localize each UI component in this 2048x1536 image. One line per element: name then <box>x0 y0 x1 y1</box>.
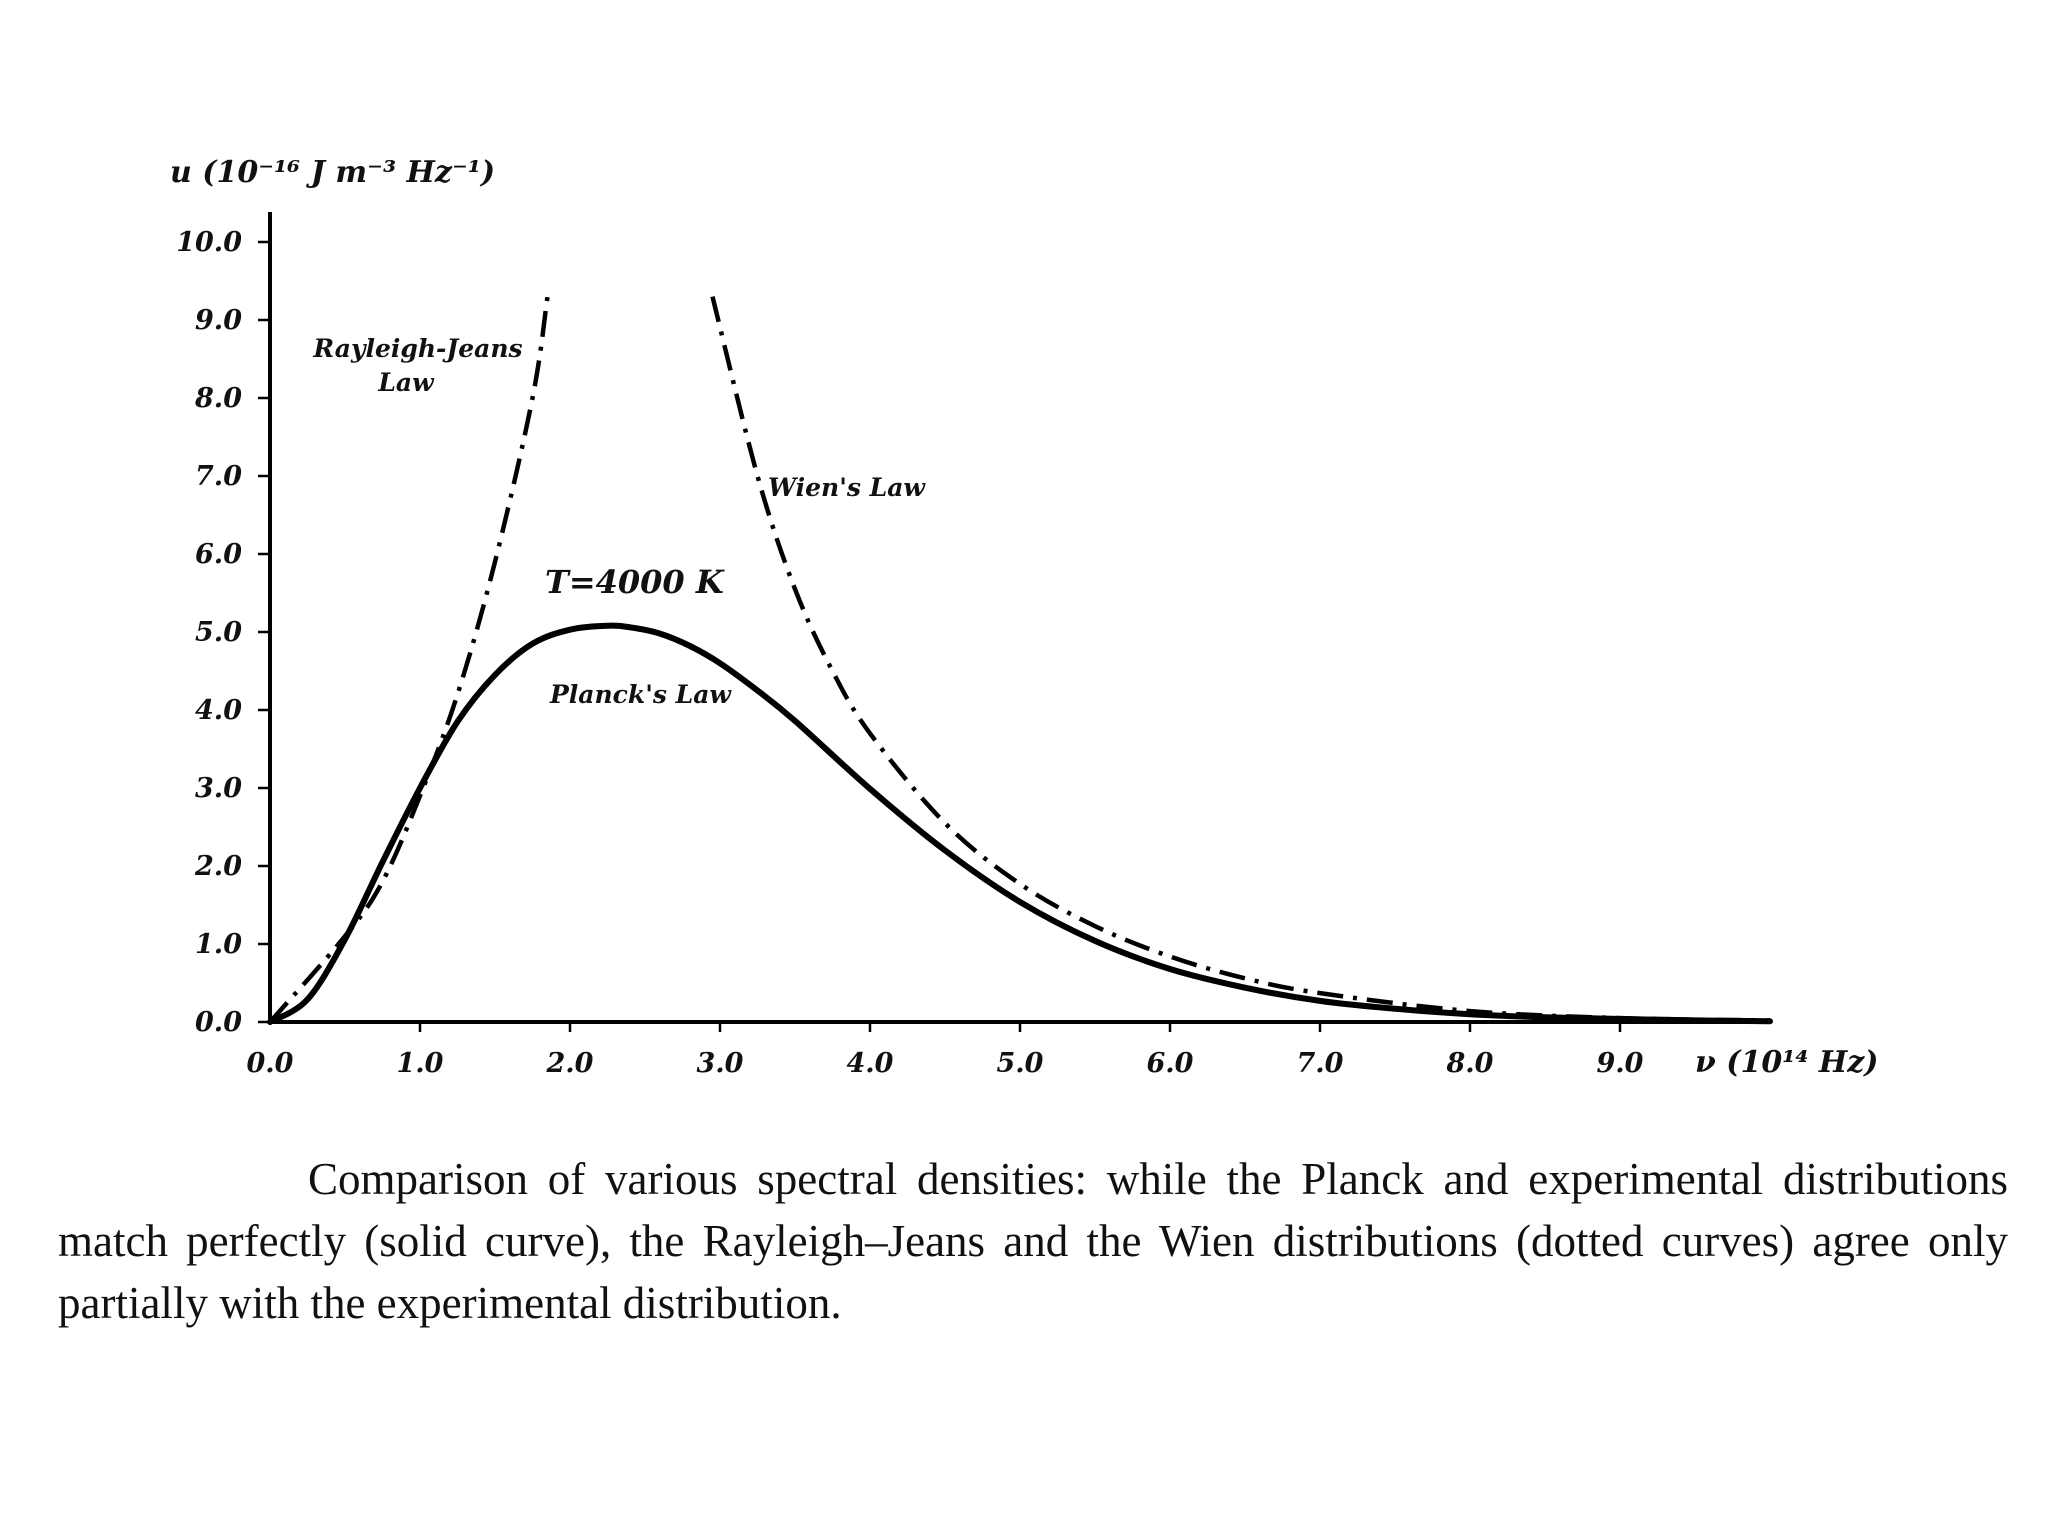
y-tick-label: 10.0 <box>176 227 242 258</box>
figure-caption: Comparison of various spectral densities… <box>58 1148 2008 1334</box>
planck-label: Planck's Law <box>549 680 732 709</box>
wien-label: Wien's Law <box>768 473 926 502</box>
x-tick-label: 7.0 <box>1297 1048 1344 1079</box>
y-tick-label: 3.0 <box>195 773 242 804</box>
y-tick-label: 2.0 <box>194 851 242 882</box>
y-tick-label: 9.0 <box>195 305 242 336</box>
x-tick-label: 9.0 <box>1597 1048 1644 1079</box>
y-tick-label: 5.0 <box>195 617 242 648</box>
rayleigh-jeans-law-curve <box>270 297 548 1022</box>
spectral-density-chart: u (10⁻¹⁶ J m⁻³ Hz⁻¹) ν (10¹⁴ Hz) 0.0 1.0 2… <box>0 0 2048 1140</box>
y-tick-label: 4.0 <box>195 695 242 726</box>
y-axis-title: u (10⁻¹⁶ J m⁻³ Hz⁻¹) <box>170 155 495 190</box>
y-tick-label: 8.0 <box>194 383 242 414</box>
x-axis-title: ν (10¹⁴ Hz) <box>1695 1045 1879 1080</box>
rj-label-line2: Law <box>377 368 435 397</box>
x-tick-label: 3.0 <box>697 1048 744 1079</box>
y-tick-label: 7.0 <box>195 461 242 492</box>
wien-s-law-curve <box>713 297 1771 1021</box>
y-tick-label: 0.0 <box>195 1007 242 1038</box>
series-lines <box>270 297 1770 1022</box>
x-tick-label: 4.0 <box>847 1048 894 1079</box>
x-axis-ticks: 0.0 1.0 2.0 3.0 4.0 5.0 6.0 7.0 8.0 9.0 <box>247 1022 1644 1079</box>
x-tick-label: 1.0 <box>397 1048 444 1079</box>
y-tick-label: 6.0 <box>195 539 242 570</box>
y-axis-ticks: 0.0 1.0 2.0 3.0 4.0 5.0 6.0 7.0 8.0 9.0 10.0 <box>176 227 270 1038</box>
x-tick-label: 8.0 <box>1446 1048 1494 1079</box>
x-tick-label: 0.0 <box>247 1048 294 1079</box>
x-tick-label: 2.0 <box>546 1048 594 1079</box>
y-tick-label: 1.0 <box>195 929 242 960</box>
x-tick-label: 6.0 <box>1147 1048 1194 1079</box>
x-tick-label: 5.0 <box>997 1048 1044 1079</box>
planck-s-law-curve <box>270 626 1770 1022</box>
rj-label-line1: Rayleigh-Jeans <box>312 334 522 363</box>
temperature-label: T=4000 K <box>545 563 725 601</box>
